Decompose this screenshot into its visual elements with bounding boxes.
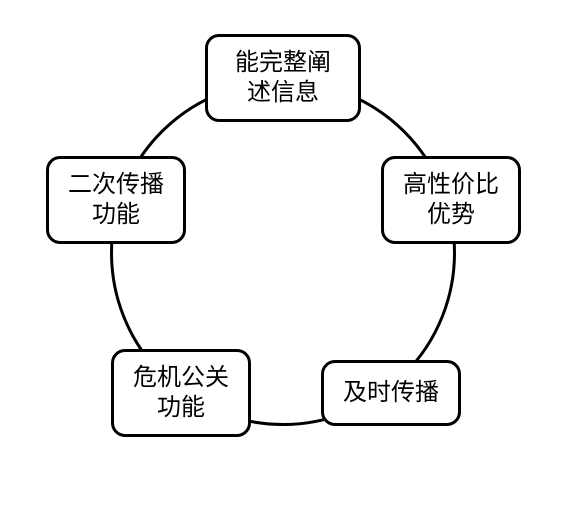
node-0: 能完整阐 述信息: [205, 34, 361, 122]
node-1-label: 高性价比 优势: [403, 170, 499, 230]
diagram-canvas: 能完整阐 述信息 高性价比 优势 及时传播 危机公关 功能 二次传播 功能: [0, 0, 569, 507]
node-3-label: 危机公关 功能: [133, 363, 229, 423]
node-2: 及时传播: [321, 360, 461, 426]
node-3: 危机公关 功能: [111, 349, 251, 437]
node-1: 高性价比 优势: [381, 156, 521, 244]
node-0-label: 能完整阐 述信息: [235, 48, 331, 108]
node-4: 二次传播 功能: [46, 156, 186, 244]
node-4-label: 二次传播 功能: [68, 170, 164, 230]
node-2-label: 及时传播: [343, 378, 439, 408]
